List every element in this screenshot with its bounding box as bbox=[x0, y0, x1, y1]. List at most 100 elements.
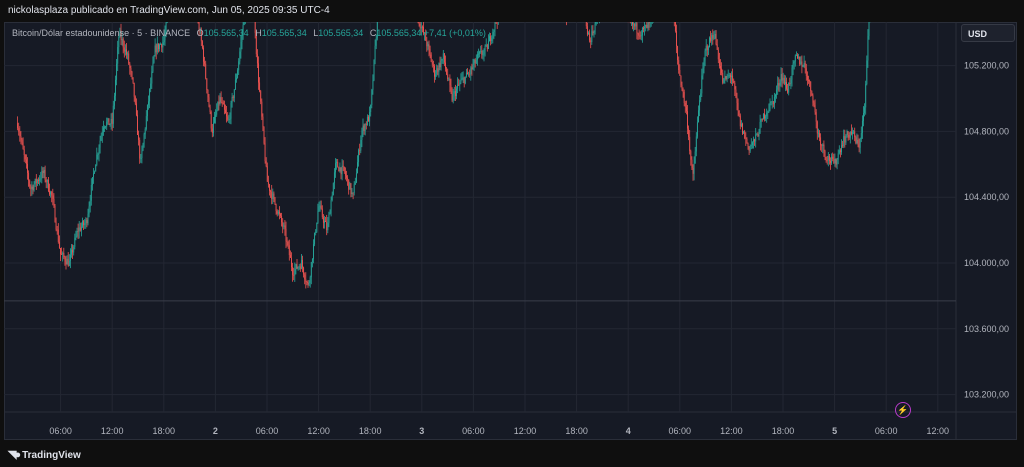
candle-body bbox=[144, 128, 146, 135]
candle-body bbox=[479, 51, 481, 54]
candle-body bbox=[222, 102, 224, 105]
price-chart[interactable]: 103.200,00 103.600,00 104.000,00 104.400,00… bbox=[4, 22, 1017, 440]
symbol-legend: Bitcoin/Dólar estadounidense · 5 · BINAN… bbox=[12, 28, 486, 38]
candle-body bbox=[593, 32, 595, 33]
candle-body bbox=[20, 136, 22, 140]
candle-body bbox=[856, 139, 858, 144]
candle-body bbox=[143, 134, 145, 144]
candle-body bbox=[694, 151, 696, 164]
candle-body bbox=[242, 24, 244, 36]
candle-body bbox=[747, 143, 749, 147]
candle-body bbox=[716, 44, 718, 50]
candle-body bbox=[204, 61, 206, 64]
candle-body bbox=[847, 131, 849, 135]
candle-body bbox=[468, 73, 470, 75]
candle-body bbox=[211, 128, 213, 133]
candle-body bbox=[88, 206, 90, 215]
candle-body bbox=[306, 281, 308, 283]
candle-body bbox=[640, 35, 642, 37]
x-tick-label: 2 bbox=[213, 426, 218, 436]
candle-body bbox=[735, 89, 737, 98]
low-value: 105.565,34 bbox=[318, 28, 364, 38]
candle-body bbox=[339, 167, 341, 172]
candle-body bbox=[285, 228, 287, 242]
candle-body bbox=[699, 100, 701, 111]
candle-body bbox=[861, 120, 863, 133]
candle-body bbox=[309, 277, 311, 284]
candle-body bbox=[706, 45, 708, 51]
candle-body bbox=[722, 72, 724, 83]
symbol-name[interactable]: Bitcoin/Dólar estadounidense · 5 · BINAN… bbox=[12, 28, 191, 38]
candle-body bbox=[691, 159, 693, 169]
candle-body bbox=[110, 118, 112, 125]
candle-body bbox=[287, 241, 289, 246]
x-tick-label: 5 bbox=[832, 426, 837, 436]
candle-body bbox=[472, 64, 474, 69]
candle-body bbox=[45, 179, 47, 183]
candle-body bbox=[833, 159, 835, 164]
candle-body bbox=[424, 33, 426, 34]
candle-body bbox=[240, 42, 242, 52]
candle-body bbox=[459, 82, 461, 85]
candle-body bbox=[275, 204, 277, 211]
candle-body bbox=[643, 27, 644, 29]
candle-body bbox=[289, 255, 291, 258]
candle-body bbox=[727, 75, 729, 77]
candle-body bbox=[494, 22, 496, 30]
candle-body bbox=[462, 77, 464, 79]
candle-body bbox=[330, 200, 332, 214]
candle-body bbox=[333, 172, 335, 184]
candle-body bbox=[166, 22, 168, 23]
candle-body bbox=[493, 29, 495, 32]
candle-body bbox=[780, 74, 782, 83]
candle-body bbox=[283, 225, 285, 227]
candle-body bbox=[816, 121, 818, 134]
candle-body bbox=[61, 254, 63, 256]
candle-body bbox=[830, 160, 831, 163]
candle-body bbox=[759, 121, 761, 134]
lightning-icon[interactable]: ⚡ bbox=[895, 402, 911, 418]
candle-body bbox=[586, 26, 588, 35]
candle-body bbox=[337, 161, 339, 168]
candle-body bbox=[96, 154, 98, 165]
candle-body bbox=[288, 245, 290, 256]
candle-body bbox=[435, 74, 437, 77]
candle-body bbox=[155, 45, 157, 53]
candle-body bbox=[808, 80, 809, 81]
candle-body bbox=[63, 252, 65, 258]
candle-body bbox=[423, 26, 424, 34]
candle-body bbox=[277, 211, 279, 214]
candle-body bbox=[365, 124, 367, 125]
candle-body bbox=[229, 118, 231, 120]
candle-body bbox=[141, 150, 143, 159]
candle-body bbox=[776, 89, 778, 95]
candle-body bbox=[154, 45, 156, 57]
candle-body bbox=[452, 93, 454, 101]
candle-body bbox=[156, 43, 158, 53]
candle-body bbox=[239, 51, 241, 62]
candle-body bbox=[739, 115, 741, 127]
candle-body bbox=[346, 175, 347, 178]
candle-body bbox=[795, 54, 797, 56]
candle-body bbox=[314, 232, 316, 245]
candle-body bbox=[336, 161, 338, 164]
candle-body bbox=[221, 102, 223, 103]
candle-body bbox=[122, 39, 124, 48]
candle-body bbox=[767, 111, 769, 113]
candle-body bbox=[469, 73, 471, 75]
candle-body bbox=[682, 89, 684, 92]
candle-body bbox=[321, 208, 323, 218]
currency-button[interactable]: USD bbox=[961, 24, 1015, 42]
tradingview-brand[interactable]: ◥● TradingView bbox=[8, 448, 81, 461]
x-tick-label: 06:00 bbox=[462, 426, 485, 436]
candle-body bbox=[297, 267, 299, 269]
candle-body bbox=[820, 137, 822, 146]
candle-body bbox=[325, 220, 327, 223]
candle-body bbox=[822, 144, 824, 147]
candle-body bbox=[743, 131, 745, 134]
candle-body bbox=[865, 84, 867, 108]
candle-body bbox=[436, 68, 438, 75]
candle-body bbox=[286, 241, 288, 243]
candle-body bbox=[219, 97, 221, 104]
candle-body bbox=[208, 97, 210, 107]
